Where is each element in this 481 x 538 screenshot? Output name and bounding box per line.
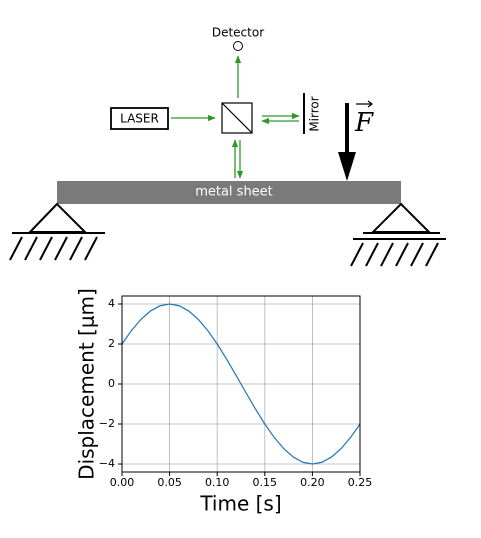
x-tick-label: 0.10 (205, 476, 230, 489)
x-tick-label: 0.00 (110, 476, 135, 489)
y-tick-label: 4 (108, 297, 115, 310)
x-axis-title: Time [s] (199, 492, 281, 516)
detector (233, 41, 243, 51)
chart: Time [s] Displacement [μm] −4 −2 0 2 4 0.00 0.… (75, 288, 373, 515)
y-axis-title: Displacement [μm] (75, 288, 99, 480)
y-tick-label: 2 (108, 337, 115, 350)
laser-label: LASER (120, 112, 159, 126)
x-tick-label: 0.20 (300, 476, 325, 489)
laser-box (110, 107, 169, 130)
force-arrowhead (338, 152, 356, 181)
metal-sheet (57, 181, 401, 204)
plot-frame (121, 295, 361, 473)
vector-arrow (356, 100, 373, 108)
y-tick-label: −4 (99, 457, 115, 470)
y-tick-label: 0 (108, 377, 115, 390)
data-line (121, 303, 361, 465)
right-support (370, 202, 432, 233)
diagram: Detector LASER Mirror F metal sheet (9, 26, 446, 267)
left-support (27, 202, 88, 233)
mirror-label: Mirror (308, 96, 322, 131)
x-tick-label: 0.15 (253, 476, 278, 489)
splitter-diagonal (221, 102, 253, 134)
detector-label: Detector (212, 26, 264, 40)
sheet-label: metal sheet (195, 185, 273, 200)
right-hatch (350, 242, 439, 267)
y-tick-label: −2 (99, 417, 115, 430)
force-label: F (354, 108, 374, 138)
x-tick-label: 0.05 (157, 476, 182, 489)
left-hatch (9, 236, 98, 261)
x-tick-label: 0.25 (348, 476, 373, 489)
